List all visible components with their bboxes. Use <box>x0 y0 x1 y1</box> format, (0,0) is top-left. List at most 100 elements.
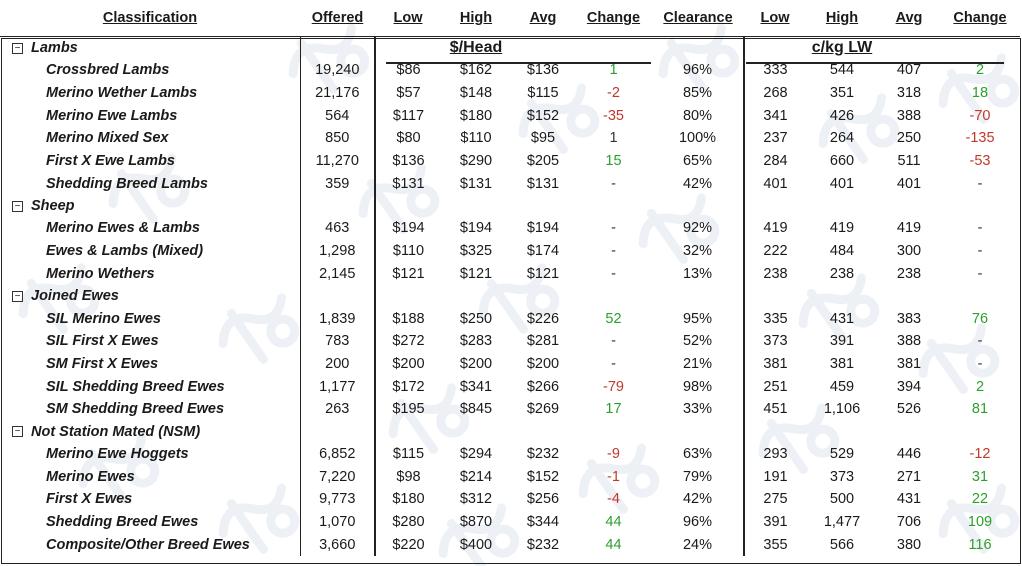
cell-clearance: 100% <box>678 130 717 147</box>
cell-high-kg: 544 <box>829 62 855 79</box>
cell-offered: 6,852 <box>299 442 375 466</box>
minus-square-icon[interactable]: − <box>12 200 23 212</box>
cell-offered: 850 <box>299 127 375 150</box>
cell-change-kg: 22 <box>971 491 989 508</box>
group-row: − Sheep <box>0 195 1020 218</box>
table-row: Merino Wether Lambs 21,176 $57 $148 $115 -2 85… <box>0 81 1020 105</box>
cell-avg: $266 <box>526 378 560 395</box>
cell-high-kg: 238 <box>829 265 855 282</box>
cell-high-kg: 426 <box>829 107 855 124</box>
cell-high-kg: 529 <box>829 445 855 462</box>
cell-avg-kg: 388 <box>896 107 922 124</box>
cell-low: $180 <box>374 488 441 511</box>
head-unit-rule <box>386 62 651 64</box>
cell-avg-kg: 401 <box>896 175 922 192</box>
header-avg: Avg <box>529 10 557 26</box>
cell-change: 44 <box>605 514 622 531</box>
cell-clearance: 92% <box>682 220 713 237</box>
cell-high-kg: 1,106 <box>823 401 861 418</box>
cell-change-kg: 2 <box>975 62 985 79</box>
group-row: − Not Station Mated (NSM) <box>0 420 1020 443</box>
group-label: Joined Ewes <box>31 288 119 305</box>
cell-avg-kg: 706 <box>896 514 922 531</box>
cell-high-kg: 351 <box>829 85 855 102</box>
cell-avg: $232 <box>526 536 560 553</box>
cell-clearance: 42% <box>682 491 713 508</box>
table-row: SM First X Ewes 200 $200 $200 $200-21% 381 381… <box>0 352 1020 376</box>
cell-avg: $194 <box>526 220 560 237</box>
cell-avg: $152 <box>526 107 560 124</box>
cell-clearance: 63% <box>682 445 713 462</box>
group-empty-cell <box>878 285 940 307</box>
cell-low-kg: 373 <box>743 329 806 353</box>
group-empty-cell <box>374 420 441 443</box>
table-row: Shedding Breed Ewes 1,070 $280 $870 $344 44 96… <box>0 510 1020 534</box>
group-empty-cell <box>652 36 744 59</box>
cell-low: $188 <box>374 307 441 330</box>
cell-change: -2 <box>607 85 620 102</box>
cell-avg-kg: 271 <box>896 468 922 485</box>
cell-low: $115 <box>374 442 441 466</box>
cell-high: $250 <box>459 310 493 327</box>
table-row: First X Ewe Lambs 11,270 $136 $290 $205 15 65%… <box>0 149 1020 173</box>
group-empty-cell <box>374 36 441 59</box>
cell-change-kg: 116 <box>968 536 992 553</box>
cell-high: $131 <box>459 175 493 192</box>
table-row: SIL First X Ewes 783 $272 $283 $281 - 52% 373 39… <box>0 329 1020 353</box>
group-empty-cell <box>743 285 806 308</box>
cell-low: $280 <box>374 510 441 534</box>
group-empty-cell <box>940 36 1020 59</box>
cell-low: $131 <box>374 172 441 196</box>
cell-avg-kg: 419 <box>896 220 922 237</box>
header-clearance: Clearance <box>663 10 733 26</box>
minus-square-icon[interactable]: − <box>12 426 23 438</box>
cell-change: -4 <box>607 491 620 508</box>
cell-offered: 564 <box>299 104 375 128</box>
group-empty-cell <box>652 195 744 217</box>
cell-low: $194 <box>374 217 441 240</box>
cell-avg-kg: 388 <box>896 333 922 350</box>
table-row: Ewes & Lambs (Mixed) 1,298 $110 $325 $174 - 32… <box>0 239 1020 263</box>
cell-low: $121 <box>374 262 441 286</box>
cell-change-kg: -12 <box>969 445 991 462</box>
cell-low: $136 <box>374 149 441 173</box>
cell-change-kg: - <box>977 220 983 237</box>
group-empty-cell <box>878 36 940 59</box>
cell-high: $200 <box>459 355 493 372</box>
cell-change: -1 <box>607 468 620 485</box>
cell-high: $110 <box>460 130 492 147</box>
minus-square-icon[interactable]: − <box>12 42 23 54</box>
group-row: − Lambs $/Head c/kg LW <box>0 36 1020 59</box>
unit-label-head: $/Head <box>449 39 503 56</box>
cell-avg: $226 <box>526 310 560 327</box>
cell-low-kg: 335 <box>743 307 806 330</box>
cell-clearance: 79% <box>682 468 713 485</box>
cell-change-kg: 31 <box>971 468 989 485</box>
row-classification: Composite/Other Breed Ewes <box>46 536 250 553</box>
cell-avg: $232 <box>526 445 560 462</box>
group-label: Lambs <box>31 40 78 56</box>
header-change-kg: Change <box>953 10 1007 26</box>
cell-high: $194 <box>459 220 493 237</box>
group-empty-cell <box>511 195 575 217</box>
cell-clearance: 96% <box>682 62 713 79</box>
cell-avg: $269 <box>526 401 560 418</box>
cell-offered: 783 <box>299 329 375 353</box>
cell-change: -9 <box>607 445 620 462</box>
row-classification: Ewes & Lambs (Mixed) <box>46 243 204 260</box>
cell-high: $214 <box>459 468 493 485</box>
cell-high: $845 <box>459 401 493 418</box>
cell-avg: $200 <box>526 355 560 372</box>
cell-change: 1 <box>609 130 618 147</box>
minus-square-icon[interactable]: − <box>12 290 23 302</box>
group-empty-cell <box>575 421 652 443</box>
cell-low: $80 <box>374 127 441 150</box>
cell-avg-kg: 300 <box>896 243 922 260</box>
row-classification: Shedding Breed Lambs <box>46 175 208 192</box>
row-classification: SIL First X Ewes <box>46 333 159 350</box>
table-row: First X Ewes 9,773 $180 $312 $256 -4 42% 275 500… <box>0 488 1020 511</box>
cell-high-kg: 660 <box>829 153 855 170</box>
table-row: Composite/Other Breed Ewes 3,660 $220 $400 $… <box>0 533 1020 557</box>
